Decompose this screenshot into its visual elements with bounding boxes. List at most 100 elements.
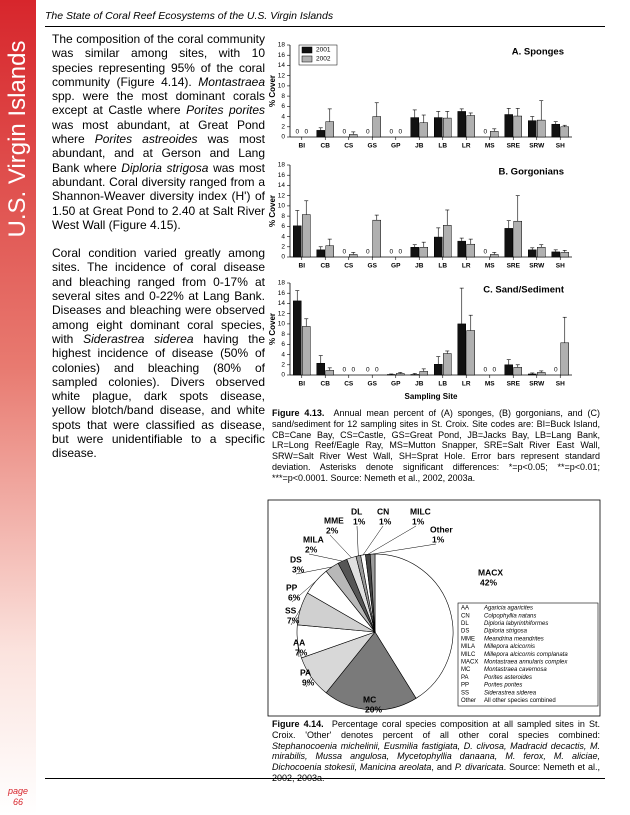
slice-value: 7% <box>287 615 300 625</box>
text-run: having the highest incidence of disease … <box>52 331 265 461</box>
y-tick-label: 2 <box>281 123 285 130</box>
legend-code: DL <box>461 621 469 627</box>
caption-label: Figure 4.14. <box>272 719 324 729</box>
x-tick-label: SH <box>556 381 565 388</box>
bar <box>551 123 560 138</box>
italic-text: Porites porites <box>186 103 265 118</box>
legend-swatch <box>301 46 313 54</box>
zero-label: 0 <box>483 367 487 374</box>
bar <box>419 371 428 376</box>
bar <box>560 126 569 138</box>
x-tick-label: SH <box>556 143 565 150</box>
leader-line <box>372 543 437 555</box>
text-run: Coral condition varied greatly among sit… <box>52 246 265 346</box>
slice-value: 7% <box>295 647 308 657</box>
bar <box>457 240 466 258</box>
bar <box>560 342 569 376</box>
bar <box>325 245 334 258</box>
bar <box>504 364 513 376</box>
pie-slice <box>374 553 454 699</box>
zero-label: 0 <box>295 129 299 136</box>
legend-description: Montastraea cavernosa <box>484 667 547 673</box>
y-tick-label: 18 <box>278 280 286 287</box>
x-tick-label: JB <box>415 263 424 270</box>
y-tick-label: 18 <box>278 162 286 169</box>
y-tick-label: 12 <box>278 192 286 199</box>
figure-frame <box>267 499 601 717</box>
panel-title: A. Sponges <box>512 47 564 58</box>
header-rule <box>45 26 605 27</box>
x-tick-label: CS <box>344 381 354 388</box>
italic-text: P. divaricata <box>454 762 504 773</box>
text-run: , and <box>431 762 455 773</box>
x-tick-label: GP <box>391 381 401 388</box>
bar <box>302 326 311 376</box>
slice-value: 9% <box>302 677 315 687</box>
sidebar: U.S. Virgin Islands page 66 <box>0 0 36 815</box>
italic-text: Porites astreoides <box>94 132 198 147</box>
bar <box>528 120 537 138</box>
zero-label: 0 <box>304 129 308 136</box>
text-run: was most abundant, at Great Pond where <box>52 117 265 147</box>
x-tick-label: BI <box>299 143 306 150</box>
x-tick-label: LB <box>438 381 447 388</box>
legend-code: MME <box>461 636 475 642</box>
slice-value: 2% <box>305 544 318 554</box>
slice-label: MC <box>363 694 376 704</box>
zero-label: 0 <box>366 249 370 256</box>
y-axis-label: % Cover <box>268 195 277 227</box>
y-tick-label: 0 <box>281 134 285 141</box>
slice-label: DS <box>290 554 302 564</box>
legend-description: Diploria labyrinthiformes <box>484 621 548 627</box>
italic-text: Montastraea <box>198 74 265 89</box>
bar <box>513 220 522 258</box>
legend-code: AA <box>461 606 469 612</box>
x-tick-label: GP <box>391 263 401 270</box>
bar <box>419 247 428 258</box>
leader-line <box>308 553 343 562</box>
legend-description: Diploria strigosa <box>484 629 528 635</box>
leader-line <box>305 676 312 688</box>
bar <box>504 228 513 258</box>
panel-title: B. Gorgonians <box>499 167 564 178</box>
zero-label: 0 <box>342 249 346 256</box>
slice-label: PA <box>300 667 311 677</box>
leader-line <box>329 534 352 558</box>
slice-label: AA <box>293 637 305 647</box>
x-tick-label: SRW <box>529 381 545 388</box>
page-label: page <box>7 786 29 796</box>
slice-value: 1% <box>432 534 445 544</box>
legend-swatch <box>301 55 313 63</box>
bar <box>513 367 522 376</box>
bar <box>293 300 302 376</box>
bar <box>302 214 311 258</box>
bar <box>325 121 334 138</box>
slice-value: 1% <box>412 516 425 526</box>
legend-code: PP <box>461 683 469 689</box>
bar <box>528 373 537 376</box>
zero-label: 0 <box>483 249 487 256</box>
slice-label: MILA <box>303 534 324 544</box>
bar <box>434 236 443 258</box>
y-tick-label: 10 <box>278 203 286 210</box>
leader-line <box>295 566 332 575</box>
x-tick-label: MS <box>485 381 495 388</box>
x-tick-label: MS <box>485 143 495 150</box>
bar <box>443 117 452 138</box>
y-tick-label: 0 <box>281 254 285 261</box>
x-tick-label: CB <box>321 143 331 150</box>
bar <box>372 219 381 258</box>
footer-rule <box>45 778 605 779</box>
bar <box>419 122 428 138</box>
y-tick-label: 6 <box>281 223 285 230</box>
bar <box>434 364 443 376</box>
text-run: Percentage coral species composition at … <box>272 719 600 740</box>
legend-code: CN <box>461 613 470 619</box>
bar <box>457 323 466 376</box>
slice-label: MILC <box>410 506 431 516</box>
x-tick-label: LB <box>438 263 447 270</box>
text-run: was most abundant. Coral diversity range… <box>52 160 265 232</box>
legend-frame <box>457 602 599 707</box>
